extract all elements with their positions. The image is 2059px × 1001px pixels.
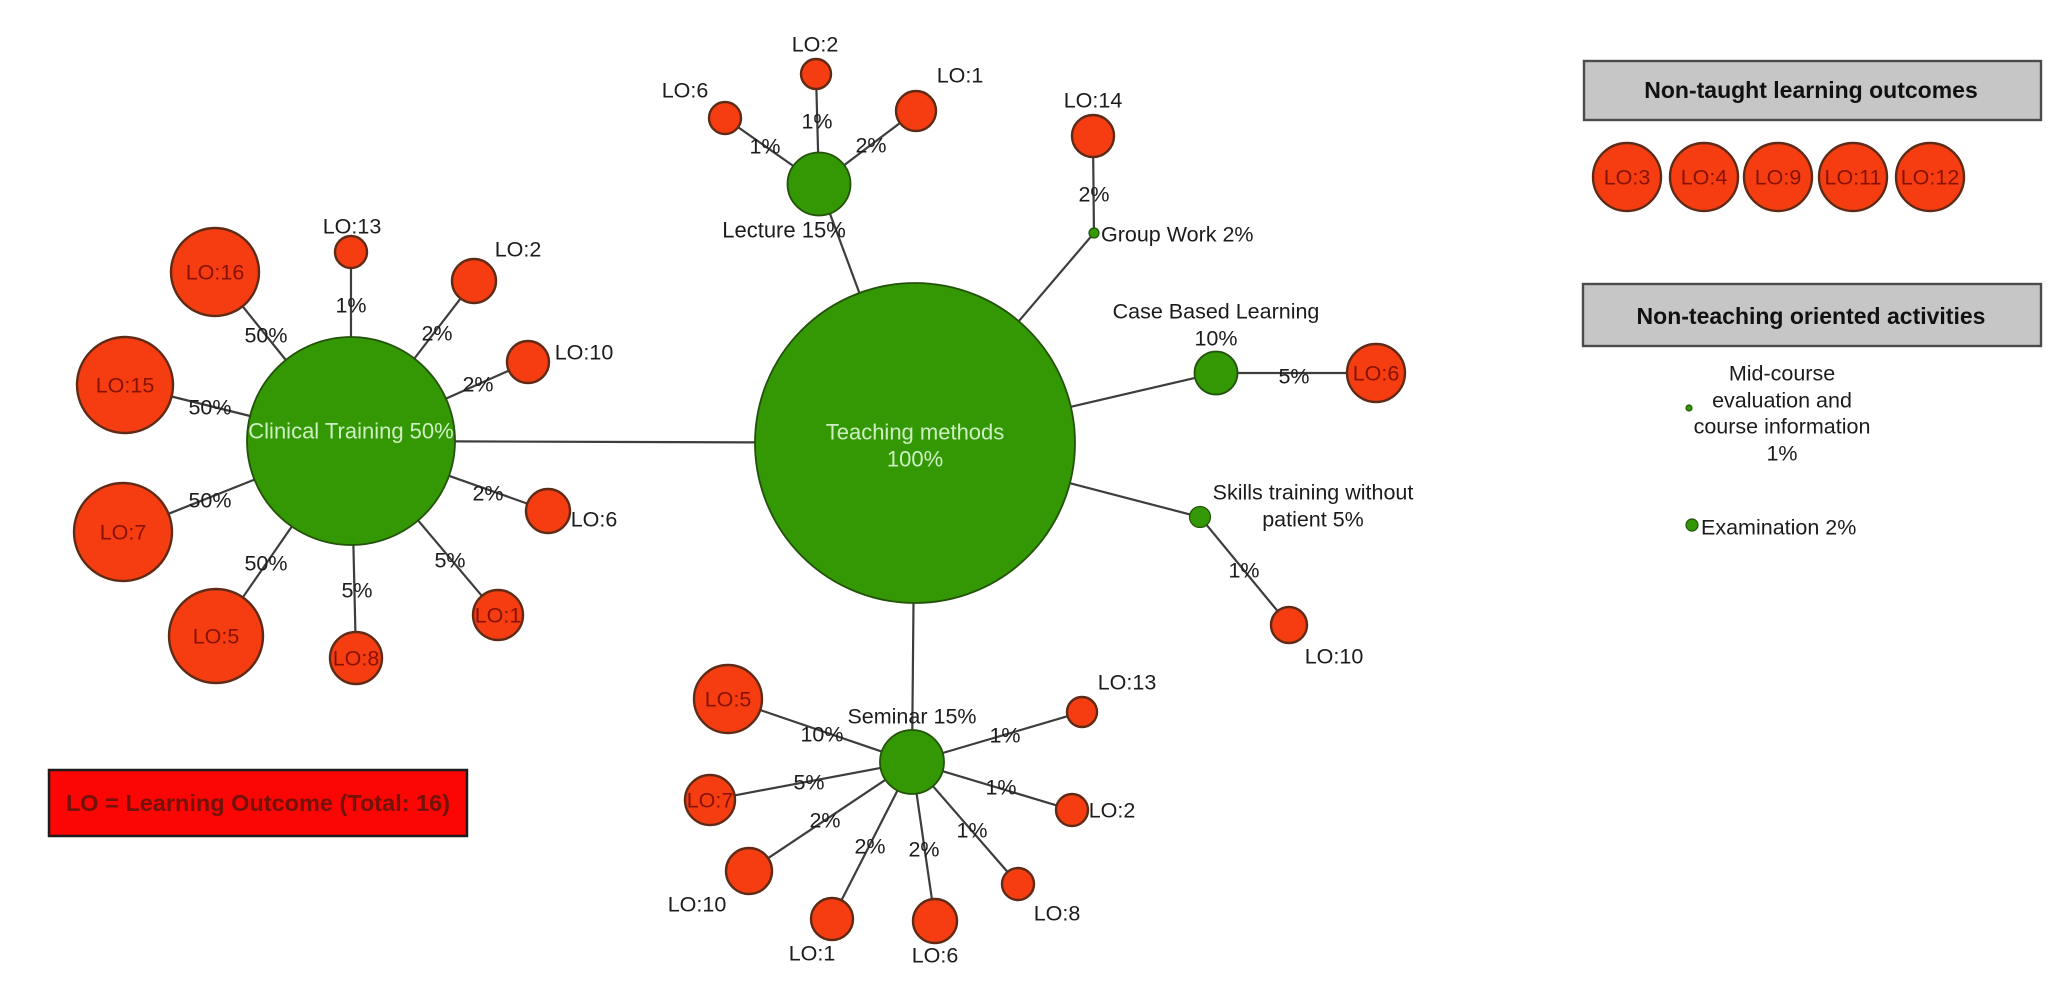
svg-text:LO:6: LO:6 [912,944,959,968]
svg-text:5%: 5% [434,549,465,573]
svg-text:1%: 1% [335,294,366,318]
svg-text:2%: 2% [421,322,452,346]
svg-text:LO:10: LO:10 [555,341,614,365]
svg-text:2%: 2% [908,838,939,862]
svg-text:LO:15: LO:15 [96,374,155,398]
svg-text:LO:7: LO:7 [100,521,147,545]
svg-text:LO:5: LO:5 [705,688,752,712]
svg-text:Teaching methods: Teaching methods [826,420,1005,445]
svg-text:LO = Learning Outcome (Total:: LO = Learning Outcome (Total: 16) [66,790,450,816]
svg-text:patient 5%: patient 5% [1262,508,1364,532]
svg-text:LO:2: LO:2 [495,238,542,262]
svg-text:Non-taught learning outcomes: Non-taught learning outcomes [1644,77,1978,103]
svg-text:LO:13: LO:13 [1098,671,1157,695]
svg-text:LO:14: LO:14 [1064,89,1123,113]
svg-text:2%: 2% [809,809,840,833]
svg-text:5%: 5% [341,579,372,603]
svg-text:1%: 1% [956,819,987,843]
svg-text:5%: 5% [793,771,824,795]
svg-text:2%: 2% [462,373,493,397]
svg-text:LO:5: LO:5 [193,625,240,649]
svg-text:2%: 2% [472,482,503,506]
svg-text:LO:8: LO:8 [333,647,380,671]
svg-text:Skills training without: Skills training without [1213,481,1414,505]
svg-text:LO:6: LO:6 [1353,362,1400,386]
svg-text:50%: 50% [188,489,231,513]
svg-text:50%: 50% [244,324,287,348]
svg-text:50%: 50% [244,552,287,576]
svg-text:2%: 2% [1078,183,1109,207]
svg-text:1%: 1% [985,776,1016,800]
svg-text:1%: 1% [749,135,780,159]
svg-text:1%: 1% [1228,559,1259,583]
svg-text:LO:4: LO:4 [1681,166,1728,190]
svg-text:2%: 2% [854,835,885,859]
svg-text:Case Based Learning: Case Based Learning [1113,300,1320,324]
svg-text:Examination 2%: Examination 2% [1701,516,1856,540]
svg-text:LO:11: LO:11 [1825,166,1882,190]
svg-text:50%: 50% [188,396,231,420]
svg-text:Seminar 15%: Seminar 15% [847,705,976,729]
svg-text:Mid-course: Mid-course [1729,362,1835,386]
svg-text:LO:8: LO:8 [1034,902,1081,926]
svg-text:Group Work 2%: Group Work 2% [1101,223,1254,247]
svg-text:100%: 100% [887,447,943,472]
svg-text:Lecture 15%: Lecture 15% [722,218,846,243]
svg-text:1%: 1% [989,724,1020,748]
svg-text:1%: 1% [1766,442,1797,466]
svg-text:2%: 2% [855,134,886,158]
svg-text:LO:10: LO:10 [668,893,727,917]
svg-text:5%: 5% [1278,365,1309,389]
svg-text:LO:2: LO:2 [1089,799,1136,823]
svg-text:LO:6: LO:6 [571,508,618,532]
svg-text:10%: 10% [800,723,843,747]
svg-text:LO:1: LO:1 [937,64,984,88]
svg-text:LO:6: LO:6 [662,79,709,103]
svg-text:evaluation and: evaluation and [1712,389,1852,413]
svg-text:1%: 1% [801,110,832,134]
svg-text:LO:9: LO:9 [1755,166,1802,190]
svg-text:LO:12: LO:12 [1901,166,1960,190]
svg-text:LO:1: LO:1 [789,942,836,966]
svg-text:Clinical Training 50%: Clinical Training 50% [248,419,453,444]
svg-text:LO:10: LO:10 [1305,645,1364,669]
svg-text:course information: course information [1694,415,1871,439]
svg-text:LO:3: LO:3 [1604,166,1651,190]
svg-text:LO:16: LO:16 [186,261,245,285]
svg-text:LO:1: LO:1 [475,604,522,628]
svg-text:Non-teaching oriented activiti: Non-teaching oriented activities [1637,303,1986,329]
svg-text:LO:7: LO:7 [687,789,734,813]
svg-text:10%: 10% [1194,327,1237,351]
svg-text:LO:2: LO:2 [792,33,839,57]
svg-text:LO:13: LO:13 [323,215,382,239]
